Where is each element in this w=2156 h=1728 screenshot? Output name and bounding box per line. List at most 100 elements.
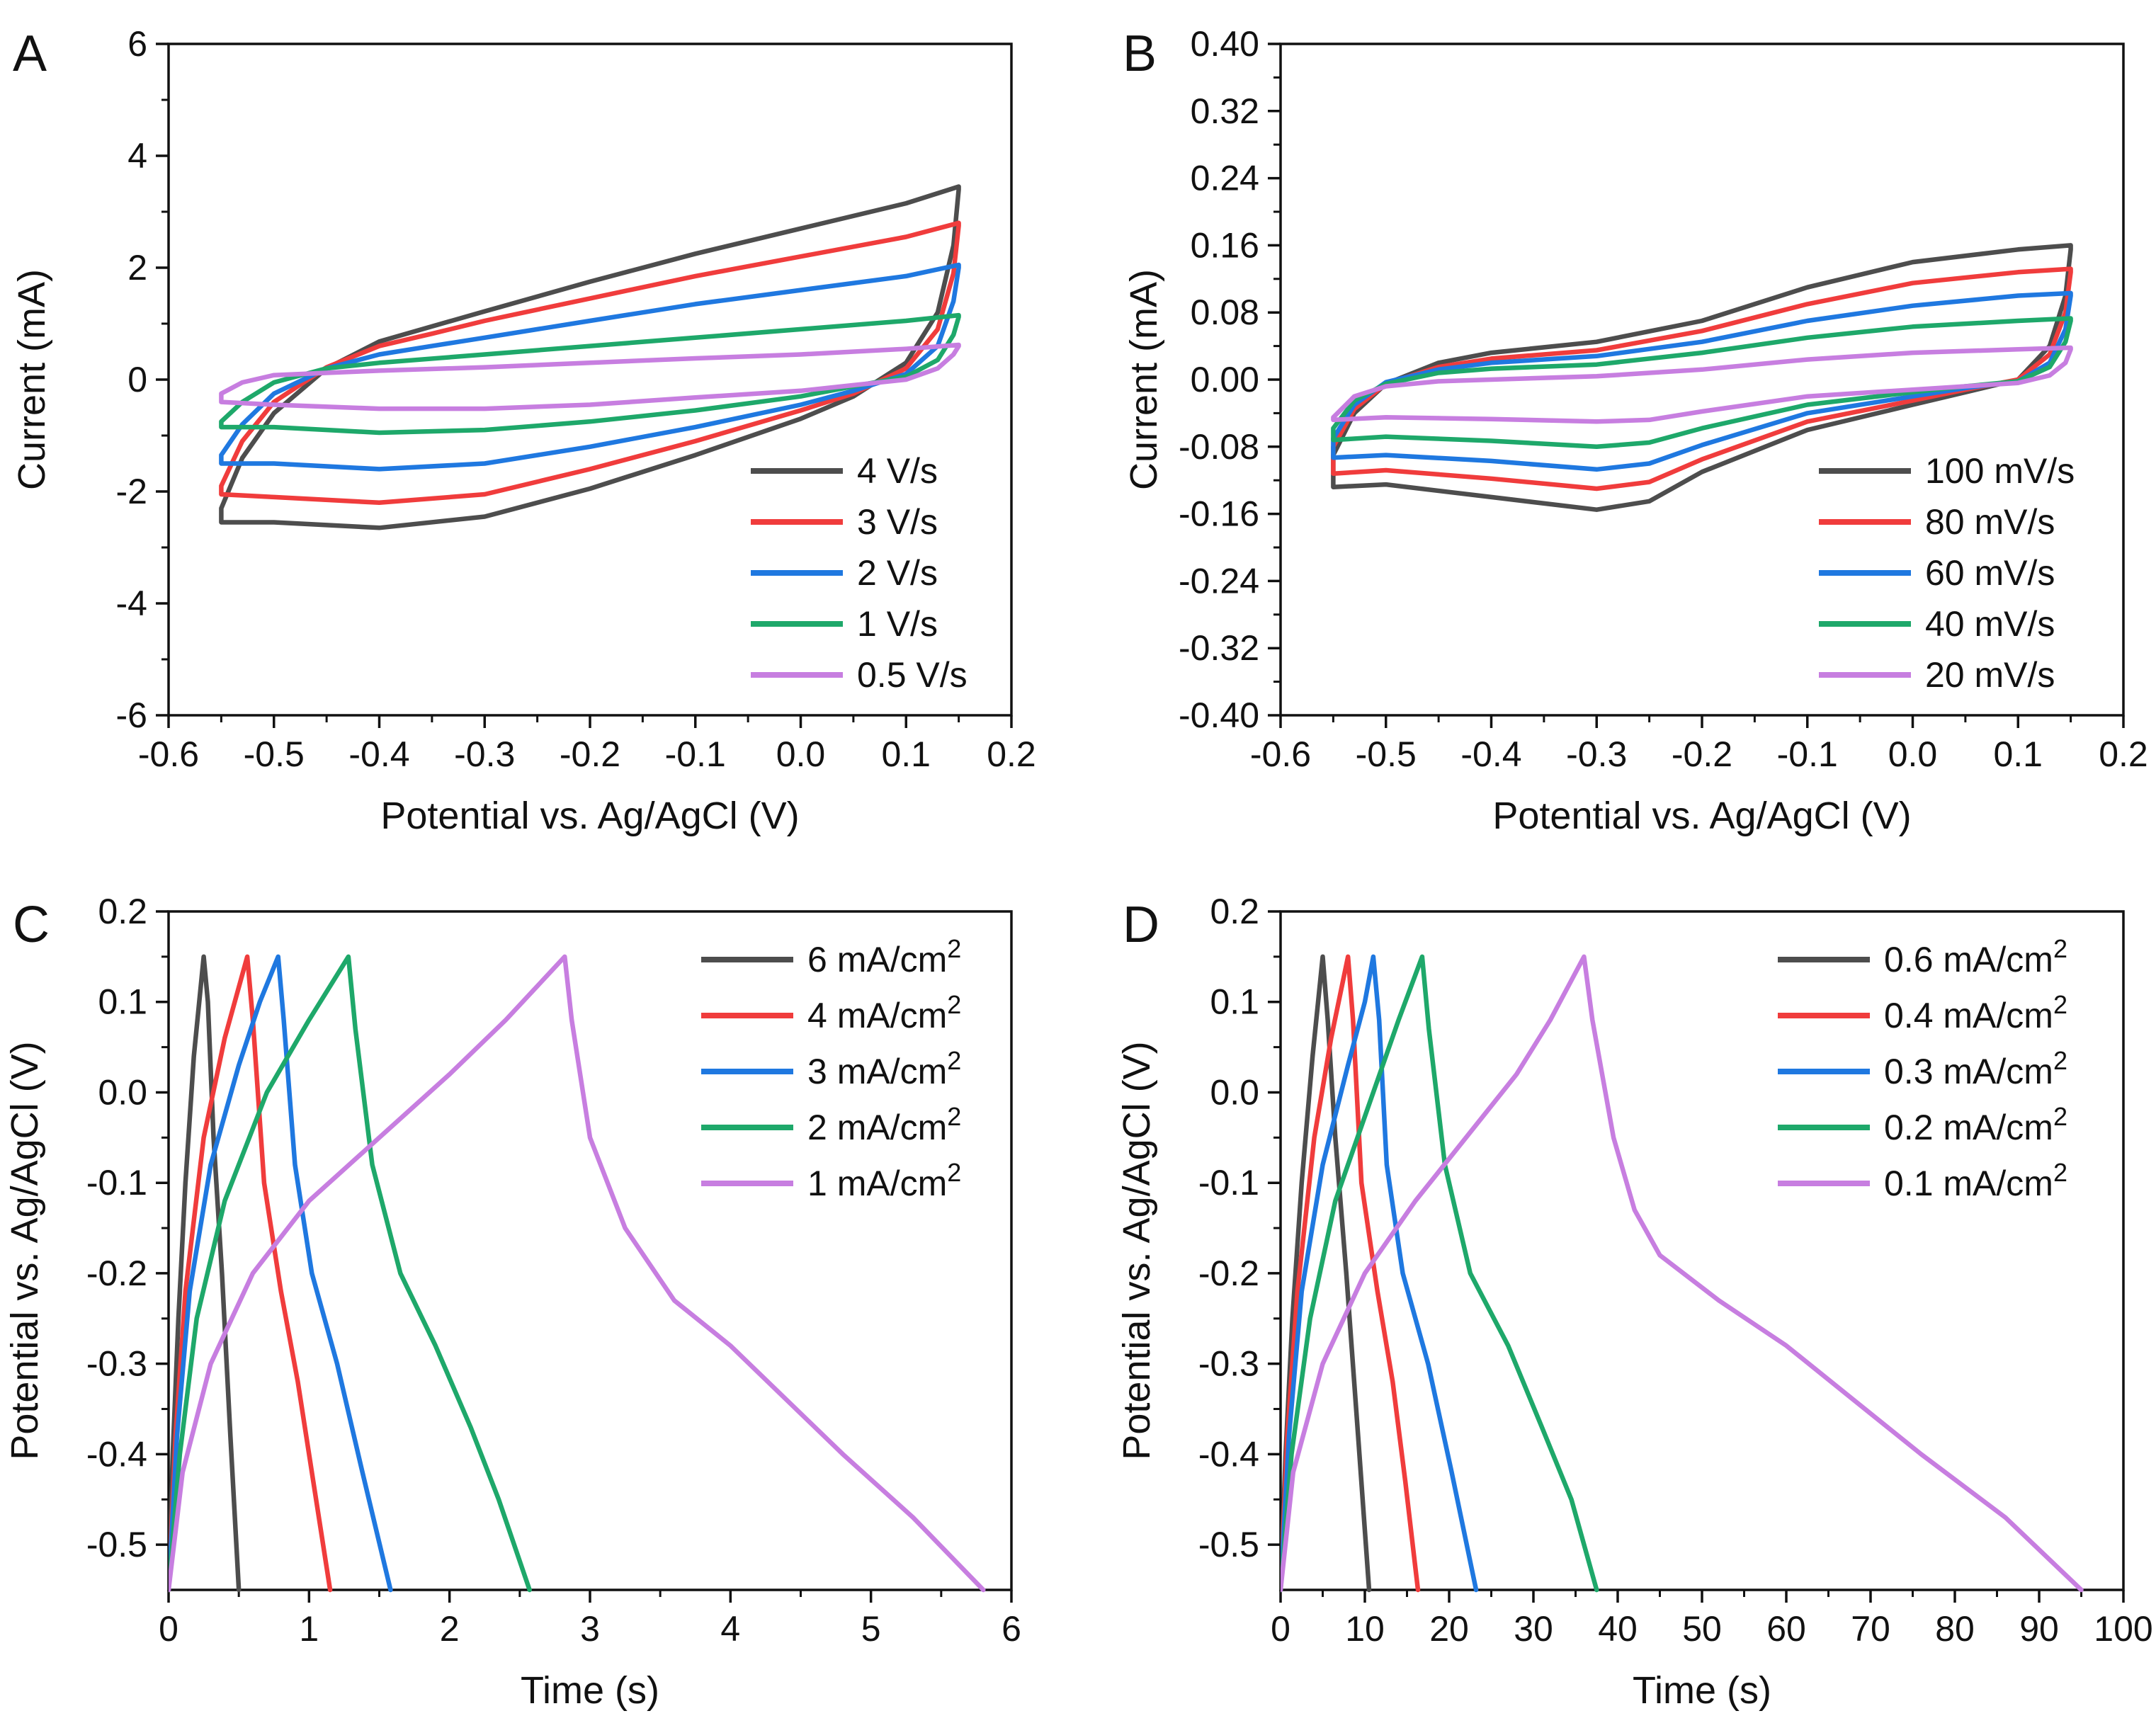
x-axis-title-b: Potential vs. Ag/AgCl (V) [1492,795,1911,837]
x-tick-label-a: 0.0 [776,734,826,774]
y-tick-label-c: 0.2 [98,892,147,931]
legend-label-a: 2 V/s [857,553,938,593]
legend-label-b: 80 mV/s [1925,502,2055,542]
y-tick-label-d: -0.4 [1198,1434,1259,1474]
series-line-d-0.2 [1281,954,1599,1593]
x-tick-label-a: 0.2 [987,734,1036,774]
x-tick-label-d: 60 [1766,1609,1806,1649]
x-tick-label-d: 90 [2019,1609,2059,1649]
legend-label-c: 4 mA/cm2 [807,990,961,1035]
y-tick-label-c: -0.3 [86,1344,147,1384]
y-tick-label-a: 2 [127,248,147,288]
y-tick-label-a: 4 [127,136,147,176]
series-line-c-2 [169,954,532,1593]
legend-label-c: 1 mA/cm2 [807,1158,961,1203]
series-line-b-80-mV-s [1331,266,2073,491]
panel-a: A -0.6 -0.5 -0.4 -0.3 -0.2 -0.1 0.0 0.1 0.2 -6 -4 -… [11,24,1036,837]
legend-a: 4 V/s 3 V/s 2 V/s 1 V/s 0.5 V/s [751,451,968,695]
x-tick-label-d: 70 [1851,1609,1890,1649]
x-tick-label-d: 10 [1345,1609,1385,1649]
x-tick-label-d: 80 [1935,1609,1975,1649]
x-tick-label-d: 40 [1598,1609,1638,1649]
legend-label-b: 20 mV/s [1925,655,2055,695]
series-line-c-1 [169,954,986,1593]
panel-b: B -0.6 -0.5 -0.4 -0.3 -0.2 -0.1 0.0 0.1 0.2 -0.40… [1123,24,2148,837]
y-tick-label-c: 0.0 [98,1072,147,1112]
y-axis-title-a: Current (mA) [11,269,53,490]
x-tick-label-c: 5 [861,1609,881,1649]
y-tick-label-b: 0.32 [1191,91,1259,131]
x-tick-label-c: 1 [299,1609,319,1649]
panel-letter-d: D [1123,897,1159,953]
legend-c: 6 mA/cm2 4 mA/cm2 3 mA/cm2 2 mA/cm2 1 mA/cm2 [701,934,961,1203]
legend-label-d: 0.6 mA/cm2 [1884,934,2067,979]
series-line-d-0.3 [1281,954,1479,1593]
x-tick-label-a: -0.4 [348,734,409,774]
legend-label-b: 40 mV/s [1925,604,2055,644]
series-line-a-4-V-s [219,184,961,530]
legend-label-c: 3 mA/cm2 [807,1046,961,1091]
legend-label-c: 2 mA/cm2 [807,1102,961,1147]
legend-label-d: 0.4 mA/cm2 [1884,990,2067,1035]
x-tick-label-b: 0.1 [1993,734,2043,774]
series-line-b-60-mV-s [1331,290,2073,472]
legend-label-d: 0.3 mA/cm2 [1884,1046,2067,1091]
series-line-a-2-V-s [219,262,961,472]
legend-label-a: 3 V/s [857,502,938,542]
y-tick-label-b: -0.16 [1179,494,1259,534]
legend-label-d: 0.2 mA/cm2 [1884,1102,2067,1147]
y-axis-title-b: Current (mA) [1123,269,1165,490]
legend-label-a: 0.5 V/s [857,655,968,695]
x-tick-label-c: 4 [720,1609,740,1649]
legend-label-d: 0.1 mA/cm2 [1884,1158,2067,1203]
x-tick-label-b: -0.1 [1777,734,1838,774]
series-line-b-20-mV-s [1331,345,2073,424]
y-tick-label-c: -0.4 [86,1434,147,1474]
x-axis-title-a: Potential vs. Ag/AgCl (V) [380,795,799,837]
y-tick-label-c: -0.2 [86,1254,147,1293]
y-tick-label-b: -0.32 [1179,628,1259,668]
x-tick-label-b: 0.2 [2099,734,2148,774]
x-tick-label-c: 6 [1002,1609,1021,1649]
legend-d: 0.6 mA/cm2 0.4 mA/cm2 0.3 mA/cm2 0.2 mA/cm2… [1778,934,2067,1203]
x-tick-label-c: 2 [440,1609,460,1649]
y-tick-label-c: -0.1 [86,1163,147,1203]
y-tick-label-b: -0.24 [1179,561,1259,601]
y-tick-label-a: -6 [116,695,147,735]
x-tick-label-a: -0.3 [454,734,515,774]
x-tick-label-b: -0.2 [1672,734,1732,774]
series-group-b [1331,243,2073,512]
panel-d: D 0 10 20 30 40 50 60 70 80 90 100 -0.5 -0.4 -0.3 -0.2… [1116,892,2153,1712]
y-tick-label-a: -4 [116,584,147,623]
x-tick-label-b: 0.0 [1888,734,1938,774]
series-group-d [1281,954,2084,1593]
x-tick-label-a: -0.5 [244,734,305,774]
legend-label-a: 1 V/s [857,604,938,644]
y-axis-title-c: Potential vs. Ag/AgCl (V) [4,1041,46,1460]
panel-c: C 0 1 2 3 4 5 6 -0.5 -0.4 -0.3 -0.2 -0.1 0.0 0.1 0.2 Ti… [4,892,1021,1712]
y-tick-label-d: -0.5 [1198,1525,1259,1564]
series-line-a-0.5-V-s [219,342,961,411]
series-line-c-3 [169,954,393,1593]
legend-label-a: 4 V/s [857,451,938,491]
y-tick-label-d: -0.3 [1198,1344,1259,1384]
series-line-a-1-V-s [219,312,961,436]
x-tick-label-b: -0.6 [1250,734,1311,774]
x-tick-label-d: 100 [2094,1609,2152,1649]
series-line-d-0.1 [1281,954,2084,1593]
y-tick-label-d: 0.2 [1210,892,1259,931]
y-tick-label-a: 6 [127,24,147,64]
x-tick-label-b: -0.3 [1566,734,1627,774]
y-tick-label-a: 0 [127,360,147,399]
y-tick-label-b: -0.40 [1179,695,1259,735]
x-tick-label-d: 30 [1514,1609,1553,1649]
series-group-c [169,954,986,1593]
x-tick-label-c: 0 [159,1609,178,1649]
series-line-a-3-V-s [219,220,961,506]
series-group-a [219,184,961,530]
series-line-c-6 [169,954,242,1593]
series-line-b-40-mV-s [1331,316,2073,450]
x-axis-title-c: Time (s) [521,1669,659,1712]
x-tick-label-d: 0 [1271,1609,1290,1649]
